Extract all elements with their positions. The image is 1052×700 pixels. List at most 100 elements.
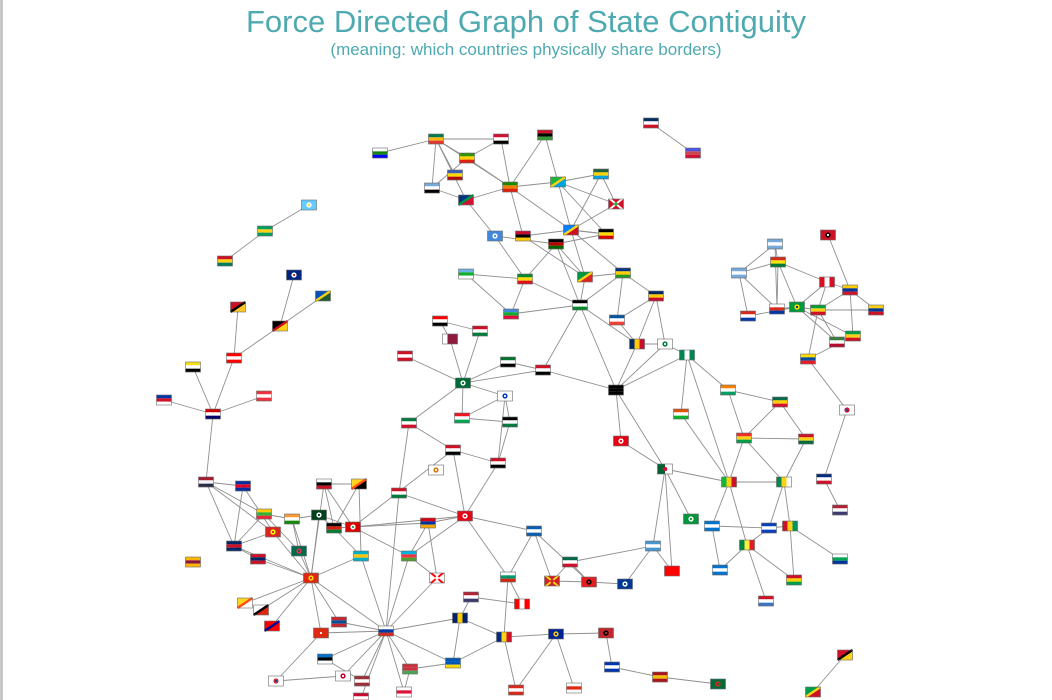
country-flag-icon[interactable] (229, 301, 247, 313)
country-flag-icon[interactable] (736, 432, 752, 444)
country-flag-icon[interactable] (447, 169, 463, 181)
country-flag-icon[interactable] (832, 504, 848, 516)
country-flag-icon[interactable] (740, 310, 756, 322)
country-flag-icon[interactable] (256, 508, 272, 520)
country-flag-icon[interactable] (372, 147, 388, 159)
country-flag-icon[interactable] (271, 320, 289, 332)
country-flag-icon[interactable] (819, 276, 835, 288)
country-flag-icon[interactable] (217, 255, 233, 267)
country-flag-icon[interactable] (397, 350, 413, 362)
country-flag-icon[interactable] (598, 228, 614, 240)
country-flag-icon[interactable] (493, 133, 509, 145)
country-flag-icon[interactable] (526, 525, 542, 537)
country-flag-icon[interactable] (256, 390, 272, 402)
country-flag-icon[interactable] (609, 314, 625, 326)
country-flag-icon[interactable] (537, 129, 553, 141)
country-flag-icon[interactable] (535, 364, 551, 376)
country-flag-icon[interactable] (758, 595, 774, 607)
country-flag-icon[interactable] (820, 229, 836, 241)
country-flag-icon[interactable] (786, 574, 802, 586)
country-flag-icon[interactable] (810, 304, 826, 316)
country-flag-icon[interactable] (648, 290, 664, 302)
country-flag-icon[interactable] (829, 336, 845, 348)
country-flag-icon[interactable] (562, 224, 580, 236)
country-flag-icon[interactable] (608, 198, 624, 210)
country-flag-icon[interactable] (789, 301, 805, 313)
country-flag-icon[interactable] (236, 597, 254, 609)
country-flag-icon[interactable] (257, 225, 273, 237)
country-flag-icon[interactable] (566, 682, 582, 694)
country-flag-icon[interactable] (710, 678, 726, 690)
country-flag-icon[interactable] (235, 480, 251, 492)
country-flag-icon[interactable] (472, 325, 488, 337)
country-flag-icon[interactable] (445, 657, 461, 669)
country-flag-icon[interactable] (816, 473, 832, 485)
country-flag-icon[interactable] (515, 230, 531, 242)
country-flag-icon[interactable] (836, 649, 854, 661)
country-flag-icon[interactable] (331, 616, 347, 628)
country-flag-icon[interactable] (428, 133, 444, 145)
country-flag-icon[interactable] (721, 476, 737, 488)
country-flag-icon[interactable] (617, 578, 633, 590)
country-flag-icon[interactable] (313, 627, 329, 639)
country-flag-icon[interactable] (581, 576, 597, 588)
country-flag-icon[interactable] (185, 361, 201, 373)
country-flag-icon[interactable] (839, 404, 855, 416)
country-flag-icon[interactable] (455, 377, 471, 389)
country-flag-icon[interactable] (496, 631, 512, 643)
country-flag-icon[interactable] (490, 457, 506, 469)
country-flag-icon[interactable] (335, 670, 351, 682)
country-flag-icon[interactable] (800, 353, 816, 365)
country-flag-icon[interactable] (497, 390, 513, 402)
country-flag-icon[interactable] (291, 545, 307, 557)
country-flag-icon[interactable] (712, 564, 728, 576)
country-flag-icon[interactable] (615, 267, 631, 279)
country-flag-icon[interactable] (500, 356, 516, 368)
country-flag-icon[interactable] (156, 394, 172, 406)
country-flag-icon[interactable] (572, 299, 588, 311)
country-flag-icon[interactable] (286, 269, 302, 281)
country-flag-icon[interactable] (396, 686, 412, 698)
country-flag-icon[interactable] (350, 478, 368, 490)
country-flag-icon[interactable] (250, 553, 266, 565)
country-flag-icon[interactable] (432, 315, 448, 327)
country-flag-icon[interactable] (378, 625, 394, 637)
country-flag-icon[interactable] (311, 509, 327, 521)
country-flag-icon[interactable] (598, 627, 614, 639)
country-flag-icon[interactable] (761, 522, 777, 534)
country-flag-icon[interactable] (832, 553, 848, 565)
country-flag-icon[interactable] (454, 412, 470, 424)
country-flag-icon[interactable] (502, 181, 518, 193)
country-flag-icon[interactable] (549, 176, 567, 188)
country-flag-icon[interactable] (317, 653, 333, 665)
country-flag-icon[interactable] (683, 513, 699, 525)
country-flag-icon[interactable] (845, 330, 861, 342)
country-flag-icon[interactable] (548, 238, 564, 250)
country-flag-icon[interactable] (205, 408, 221, 420)
country-flag-icon[interactable] (452, 612, 468, 624)
country-flag-icon[interactable] (268, 675, 284, 687)
country-flag-icon[interactable] (508, 684, 524, 696)
country-flag-icon[interactable] (301, 199, 317, 211)
country-flag-icon[interactable] (643, 117, 659, 129)
country-flag-icon[interactable] (391, 487, 407, 499)
country-flag-icon[interactable] (457, 510, 473, 522)
country-flag-icon[interactable] (252, 604, 270, 616)
country-flag-icon[interactable] (198, 476, 214, 488)
country-flag-icon[interactable] (345, 521, 361, 533)
country-flag-icon[interactable] (739, 539, 755, 551)
country-flag-icon[interactable] (544, 575, 560, 587)
country-flag-icon[interactable] (463, 591, 479, 603)
country-flag-icon[interactable] (457, 194, 475, 206)
country-flag-icon[interactable] (445, 444, 461, 456)
country-flag-icon[interactable] (782, 520, 798, 532)
country-flag-icon[interactable] (303, 572, 319, 584)
country-flag-icon[interactable] (576, 271, 594, 283)
country-flag-icon[interactable] (720, 384, 736, 396)
country-flag-icon[interactable] (629, 338, 645, 350)
country-flag-icon[interactable] (502, 416, 518, 428)
country-flag-icon[interactable] (842, 284, 858, 296)
country-flag-icon[interactable] (185, 556, 201, 568)
country-flag-icon[interactable] (424, 182, 440, 194)
country-flag-icon[interactable] (652, 671, 668, 683)
